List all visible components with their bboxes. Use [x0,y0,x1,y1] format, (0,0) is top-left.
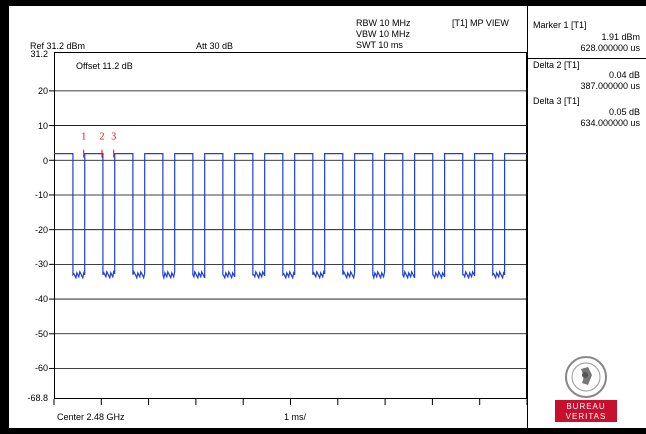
bottom-border [0,428,646,434]
left-border [0,0,9,434]
top-border [0,0,646,6]
ytick-label: -10 [34,190,48,200]
ytick-label: 20 [37,86,48,96]
marker1-time: 628.000000 us [580,43,640,53]
offset-label: Offset 11.2 dB [76,61,133,71]
marker1-label: Marker 1 [T1] [533,20,587,30]
plot-area [54,52,527,399]
vbw-label: VBW 10 MHz [356,29,411,39]
marker1-level: 1.91 dBm [601,32,640,42]
ytick-label: 31.2 [30,49,48,59]
rbw-label: RBW 10 MHz [356,18,411,28]
attenuation-label: Att 30 dB [196,41,234,51]
trace-line [54,153,527,281]
ytick-label: -50 [34,329,48,339]
delta2-level: 0.04 dB [608,70,640,80]
ytick-label: -40 [34,294,48,304]
delta3-level: 0.05 dB [608,107,640,117]
delta3-label: Delta 3 [T1] [533,96,580,106]
sidebar-separator [527,58,646,59]
ytick-label: 10 [37,121,48,131]
delta2-label: Delta 2 [T1] [533,60,580,70]
ytick-label: -60 [34,363,48,373]
sidebar-divider [527,6,528,428]
ytick-label: -30 [34,259,48,269]
ytick-label: 0 [42,156,48,166]
time-division-label: 1 ms/ [284,412,307,422]
marker-label: 2 [100,132,105,143]
ytick-label: -20 [34,225,48,235]
swt-label: SWT 10 ms [356,40,403,50]
ref-level-label: Ref 31.2 dBm [30,41,86,51]
ytick-label: -68.8 [27,393,48,403]
center-frequency-label: Center 2.48 GHz [57,412,125,422]
view-mode-label: [T1] MP VIEW [452,18,509,28]
marker-label: 1 [81,132,86,143]
delta2-time: 387.000000 us [580,81,640,91]
delta3-time: 634.000000 us [580,118,640,128]
marker-label: 3 [111,132,116,143]
